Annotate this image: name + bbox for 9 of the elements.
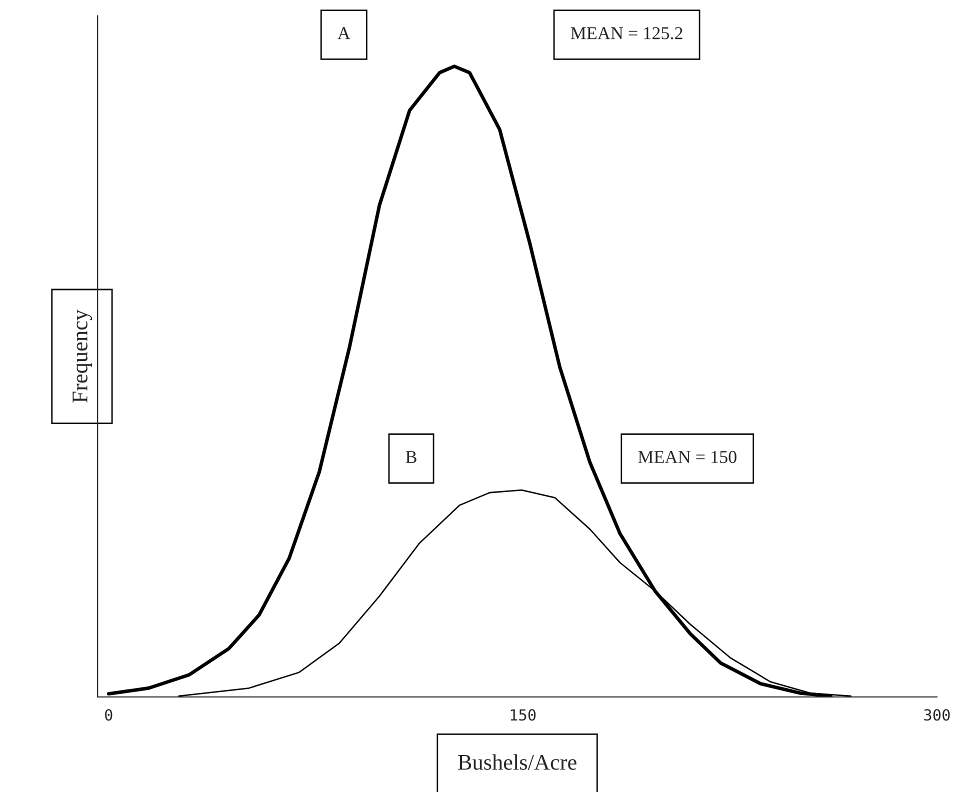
x-axis-title: Bushels/Acre (458, 754, 576, 770)
text: B (406, 451, 416, 463)
y-axis-title: Frequency (72, 310, 92, 403)
text: A (338, 27, 350, 40)
annotation: MEAN = 150 (638, 450, 736, 464)
x-tick-label: 0 (105, 709, 112, 721)
text: MEAN = 125.2 (570, 27, 682, 40)
x-tick-label: 300 (924, 709, 950, 721)
x-tick-label: 150 (510, 709, 536, 721)
